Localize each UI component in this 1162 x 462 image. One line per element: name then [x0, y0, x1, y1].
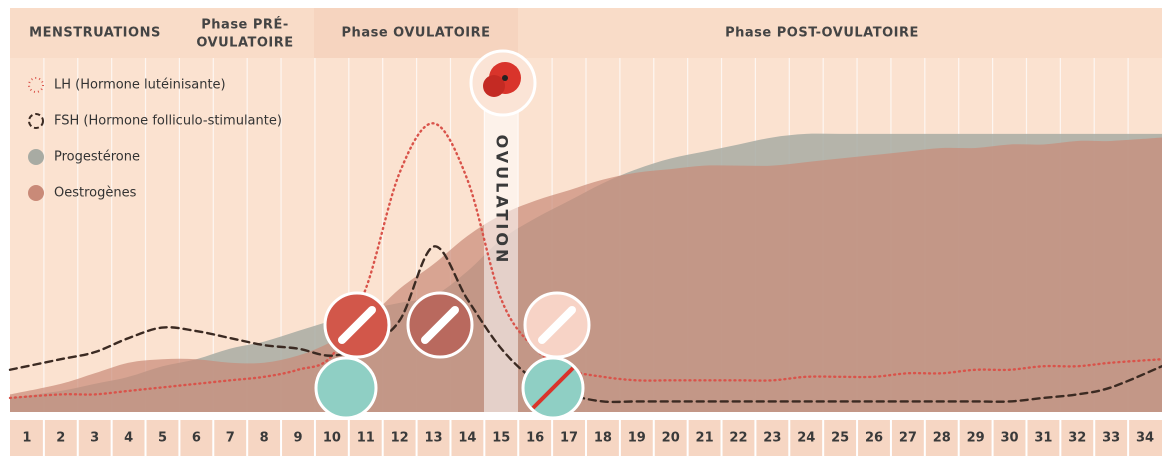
- day-label: 11: [357, 431, 375, 446]
- day-label: 21: [696, 431, 714, 446]
- day-label: 17: [560, 431, 578, 446]
- day-label: 30: [1000, 431, 1018, 446]
- day-label: 26: [865, 431, 883, 446]
- day-label: 29: [967, 431, 985, 446]
- day-label: 23: [763, 431, 781, 446]
- ovulation-label: OVULATION: [493, 135, 512, 266]
- day-label: 13: [424, 431, 442, 446]
- day-label: 12: [391, 431, 409, 446]
- phase-label: MENSTRUATIONS: [29, 26, 161, 41]
- legend-swatch: [28, 149, 44, 165]
- day-label: 22: [729, 431, 747, 446]
- day-label: 3: [90, 431, 99, 446]
- day-label: 33: [1102, 431, 1120, 446]
- legend-label: Oestrogènes: [54, 186, 137, 201]
- phase-label: Phase OVULATOIRE: [342, 26, 491, 41]
- day-label: 2: [56, 431, 65, 446]
- day-label: 8: [260, 431, 269, 446]
- day-label: 9: [293, 431, 302, 446]
- day-label: 15: [492, 431, 510, 446]
- day-label: 16: [526, 431, 544, 446]
- chart: OVULATION MENSTRUATIONS Phase PRÉ- OVULA…: [0, 0, 1162, 462]
- phase-header: [10, 8, 1162, 58]
- day-label: 20: [662, 431, 680, 446]
- day-label: 25: [831, 431, 849, 446]
- day-label: 19: [628, 431, 646, 446]
- day-label: 14: [458, 431, 476, 446]
- phase-label: Phase PRÉ-: [201, 17, 288, 33]
- legend-swatch: [28, 185, 44, 201]
- day-label: 1: [22, 431, 31, 446]
- day-label: 34: [1136, 431, 1154, 446]
- day-label: 31: [1034, 431, 1052, 446]
- legend-label: FSH (Hormone folliculo-stimulante): [54, 114, 282, 129]
- phase-label: Phase POST-OVULATOIRE: [725, 26, 919, 41]
- day-label: 5: [158, 431, 167, 446]
- ovulation-icon: [471, 51, 535, 115]
- day-label: 7: [226, 431, 235, 446]
- day-label: 32: [1068, 431, 1086, 446]
- legend-label: Progestérone: [54, 150, 140, 165]
- legend-label: LH (Hormone lutéinisante): [54, 78, 226, 93]
- day-label: 18: [594, 431, 612, 446]
- day-label: 28: [933, 431, 951, 446]
- day-label: 27: [899, 431, 917, 446]
- day-label: 6: [192, 431, 201, 446]
- day-label: 24: [797, 431, 815, 446]
- day-label: 10: [323, 431, 341, 446]
- day-label: 4: [124, 431, 133, 446]
- phase-label: OVULATOIRE: [196, 36, 293, 51]
